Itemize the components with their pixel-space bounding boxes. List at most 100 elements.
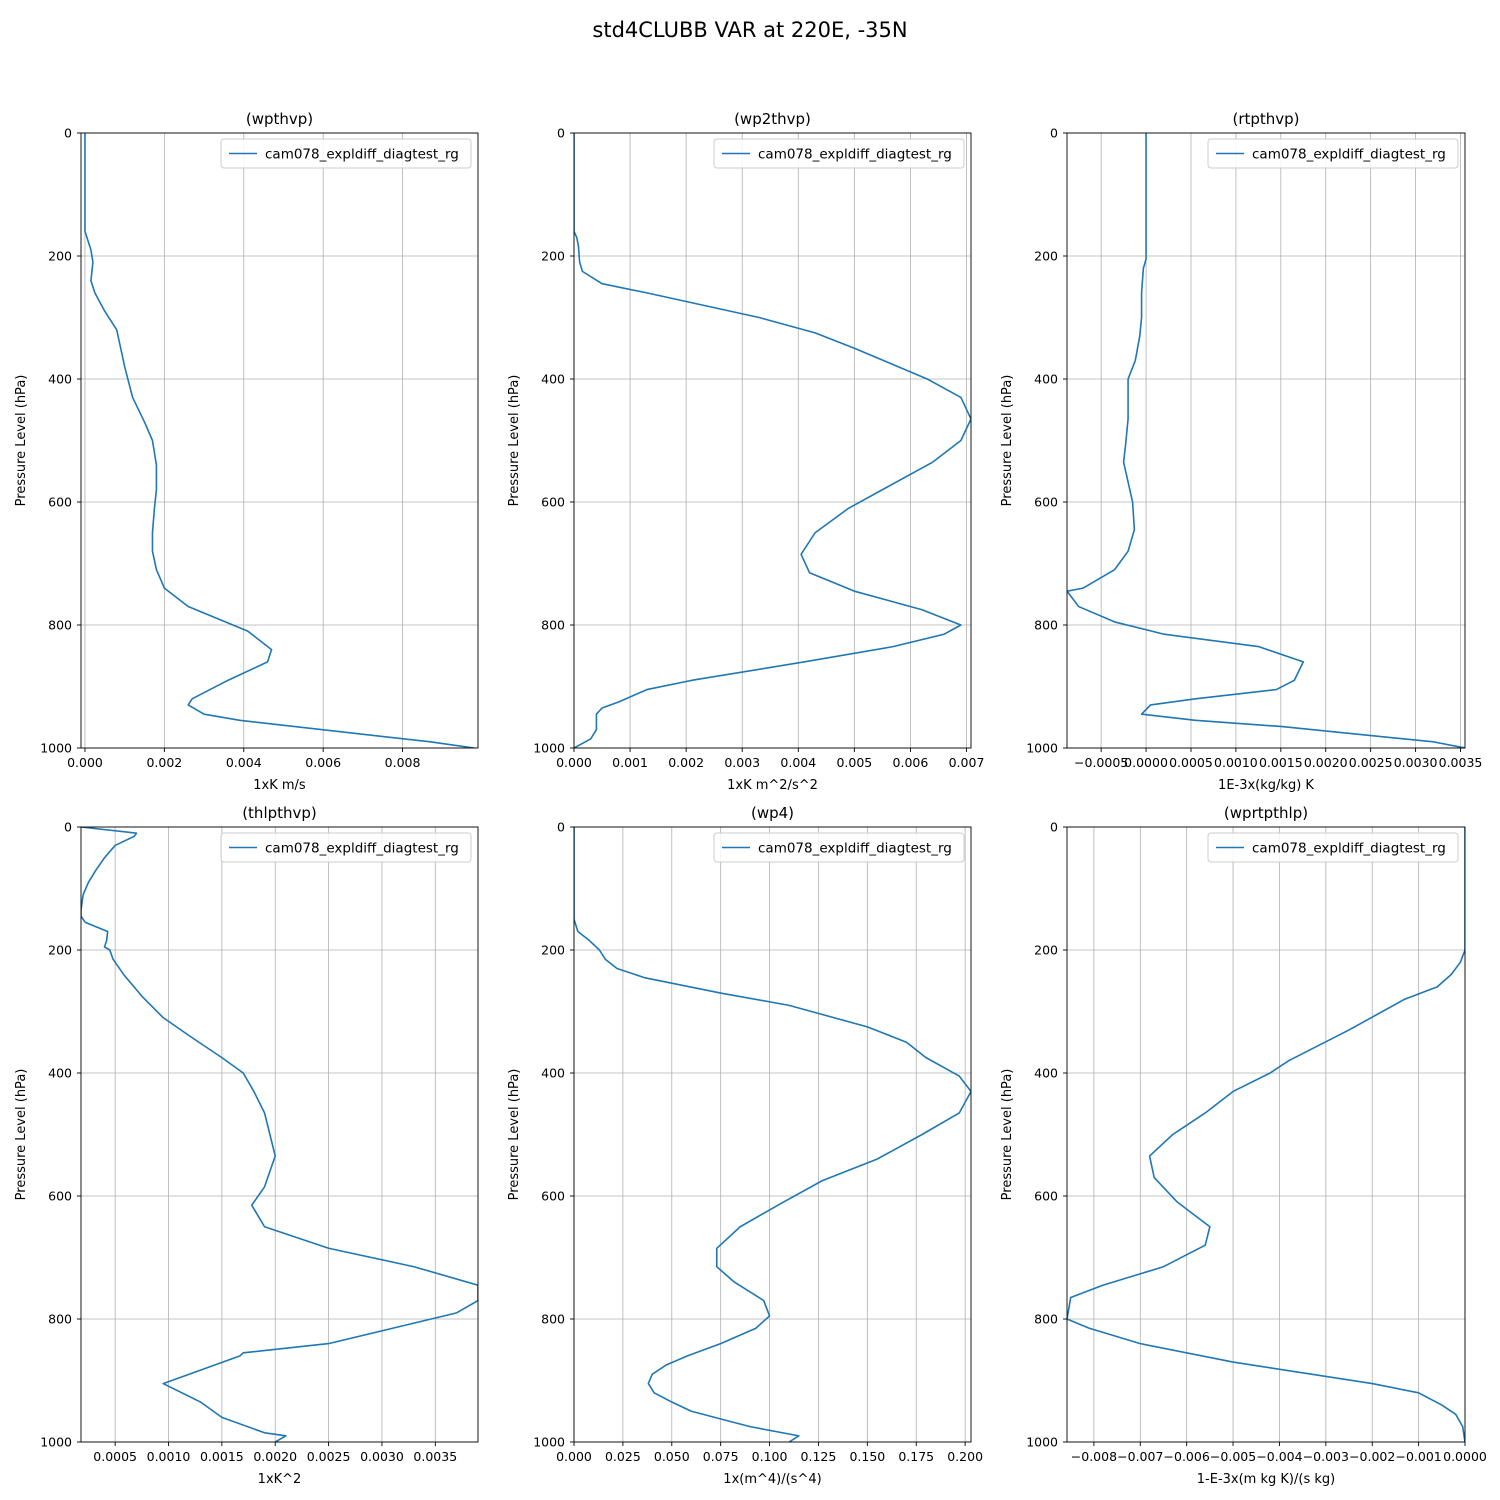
- legend: cam078_expldiff_diagtest_rg: [1207, 138, 1459, 169]
- x-tick-label: −0.002: [1349, 1449, 1395, 1464]
- y-tick-label: 800: [541, 618, 565, 633]
- y-axis-label: Pressure Level (hPa): [14, 375, 29, 507]
- x-tick-label: 0.0000: [1443, 1449, 1487, 1464]
- x-tick-label: 0.175: [898, 1449, 934, 1464]
- y-axis-label: Pressure Level (hPa): [1000, 1069, 1015, 1201]
- x-tick-label: 0.000: [556, 755, 592, 770]
- legend: cam078_expldiff_diagtest_rg: [713, 832, 965, 863]
- x-tick-label: 0.0015: [1259, 755, 1303, 770]
- x-tick-label: 0.0035: [1439, 755, 1483, 770]
- chart-panel-5: 0.000 0.025 0.050 0.075 0.100 0.125 0.150 0.175…: [507, 804, 983, 1487]
- x-tick-label: 0.125: [801, 1449, 837, 1464]
- y-tick-label: 400: [48, 372, 72, 387]
- series-line-1: [1067, 133, 1465, 748]
- legend-box: [220, 138, 472, 169]
- legend-box: [1207, 138, 1459, 169]
- y-tick-label: 0: [64, 820, 72, 835]
- panel-title: (wprtpthlp): [1224, 804, 1308, 822]
- legend-label: cam078_expldiff_diagtest_rg: [758, 841, 952, 857]
- panels-container: 0.000 0.002 0.004 0.006 0.008 0 200 400 600 800 10…: [14, 110, 1487, 1487]
- y-tick-label: 400: [48, 1066, 72, 1081]
- y-tick-label: 200: [541, 943, 565, 958]
- x-tick-label: 0.006: [893, 755, 929, 770]
- panel-title: (wpthvp): [246, 110, 313, 128]
- y-tick-label: 0: [1050, 820, 1058, 835]
- y-axis-label: Pressure Level (hPa): [1000, 375, 1015, 507]
- x-axis-label: 1E-3x(kg/kg) K: [1218, 778, 1314, 793]
- chart-panel-4: 0.0005 0.0010 0.0015 0.0020 0.0025 0.0030 0.00…: [14, 804, 479, 1487]
- legend-box: [713, 138, 965, 169]
- y-tick-label: 800: [1034, 1312, 1058, 1327]
- y-tick-label: 1000: [40, 741, 72, 756]
- y-tick-label: 600: [541, 1189, 565, 1204]
- figure-title: std4CLUBB VAR at 220E, -35N: [592, 18, 907, 42]
- panel-title: (rtpthvp): [1232, 110, 1299, 128]
- panel-title: (thlpthvp): [242, 804, 317, 822]
- legend-box: [220, 832, 472, 863]
- x-tick-label: 0.0010: [147, 1449, 191, 1464]
- x-axis-label: 1-E-3x(m kg K)/(s kg): [1197, 1472, 1335, 1487]
- y-tick-label: 400: [1034, 1066, 1058, 1081]
- series-line-1: [574, 827, 971, 1442]
- legend-label: cam078_expldiff_diagtest_rg: [1252, 147, 1446, 163]
- x-tick-label: −0.005: [1210, 1449, 1256, 1464]
- legend-label: cam078_expldiff_diagtest_rg: [265, 147, 459, 163]
- axes-frame: [80, 826, 479, 1443]
- chart-panel-6: −0.008 −0.007 −0.006 −0.005 −0.004 −0.003 −0.0…: [1000, 804, 1487, 1487]
- series-line-1: [1067, 827, 1465, 1442]
- y-tick-label: 200: [1034, 943, 1058, 958]
- x-tick-label: 0.008: [385, 755, 421, 770]
- y-tick-label: 600: [48, 1189, 72, 1204]
- y-tick-label: 600: [541, 495, 565, 510]
- y-tick-label: 800: [541, 1312, 565, 1327]
- y-tick-label: 200: [1034, 249, 1058, 264]
- series-line-1: [84, 133, 475, 748]
- legend: cam078_expldiff_diagtest_rg: [220, 832, 472, 863]
- y-tick-label: 1000: [1026, 741, 1058, 756]
- x-tick-label: 0.0005: [1169, 755, 1213, 770]
- y-axis-label: Pressure Level (hPa): [507, 1069, 522, 1201]
- panel-title: (wp2thvp): [734, 110, 811, 128]
- y-tick-label: 0: [1050, 126, 1058, 141]
- axes-frame: [573, 826, 972, 1443]
- x-tick-label: 0.0030: [360, 1449, 404, 1464]
- y-tick-label: 800: [48, 1312, 72, 1327]
- y-tick-label: 1000: [533, 1435, 565, 1450]
- legend: cam078_expldiff_diagtest_rg: [713, 138, 965, 169]
- axes-frame: [80, 132, 479, 749]
- x-tick-label: 0.002: [146, 755, 182, 770]
- axes-frame: [1066, 826, 1466, 1443]
- x-tick-label: 0.000: [67, 755, 103, 770]
- x-tick-label: 0.004: [780, 755, 816, 770]
- legend: cam078_expldiff_diagtest_rg: [1207, 832, 1459, 863]
- y-tick-label: 800: [1034, 618, 1058, 633]
- legend-label: cam078_expldiff_diagtest_rg: [265, 841, 459, 857]
- x-tick-label: 0.000: [556, 1449, 592, 1464]
- x-tick-label: 0.200: [947, 1449, 983, 1464]
- x-tick-label: 0.005: [836, 755, 872, 770]
- x-tick-label: 0.075: [703, 1449, 739, 1464]
- x-tick-label: 0.0020: [253, 1449, 297, 1464]
- legend-box: [713, 832, 965, 863]
- panel-title: (wp4): [751, 804, 794, 822]
- y-tick-label: 0: [557, 126, 565, 141]
- y-tick-label: 800: [48, 618, 72, 633]
- x-tick-label: 0.0010: [1214, 755, 1258, 770]
- chart-panel-1: 0.000 0.002 0.004 0.006 0.008 0 200 400 600 800 10…: [14, 110, 479, 793]
- x-axis-label: 1xK m^2/s^2: [727, 778, 818, 793]
- x-tick-label: 0.007: [949, 755, 985, 770]
- x-tick-label: −0.004: [1256, 1449, 1302, 1464]
- y-tick-label: 200: [48, 943, 72, 958]
- x-tick-label: 0.025: [605, 1449, 641, 1464]
- x-tick-label: −0.006: [1164, 1449, 1210, 1464]
- y-tick-label: 600: [1034, 495, 1058, 510]
- y-tick-label: 200: [541, 249, 565, 264]
- y-tick-label: 400: [1034, 372, 1058, 387]
- y-tick-label: 600: [1034, 1189, 1058, 1204]
- legend: cam078_expldiff_diagtest_rg: [220, 138, 472, 169]
- x-axis-label: 1xK m/s: [253, 778, 306, 793]
- x-tick-label: −0.001: [1395, 1449, 1441, 1464]
- legend-box: [1207, 832, 1459, 863]
- axes-frame: [573, 132, 972, 749]
